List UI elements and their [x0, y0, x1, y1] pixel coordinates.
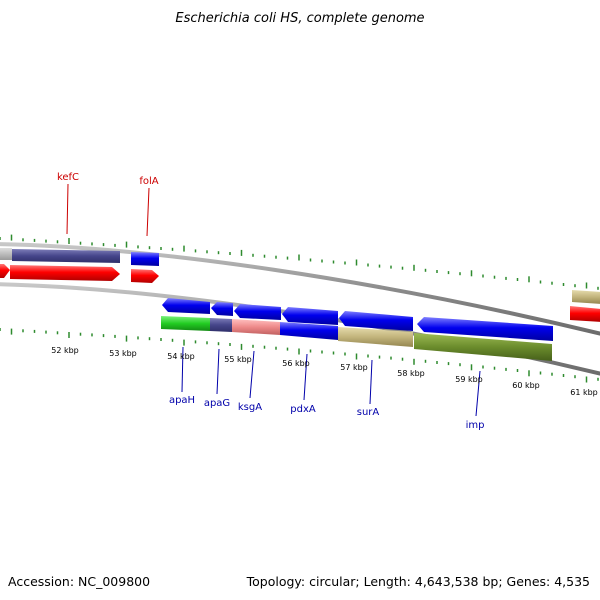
feature-grey-strip: [0, 248, 12, 260]
scale-labels: 52 kbp 53 kbp 54 kbp 55 kbp 56 kbp 57 kb…: [51, 346, 598, 397]
gene-label-kefC[interactable]: kefC: [57, 172, 79, 183]
feature-surA-cds[interactable]: [339, 311, 413, 331]
feature-ksgA-cds[interactable]: [234, 304, 281, 320]
genome-summary-text: Topology: circular; Length: 4,643,538 bp…: [246, 574, 590, 589]
feature-pdxA-cds[interactable]: [282, 307, 338, 325]
feature-surA-gene[interactable]: [338, 327, 413, 347]
scale-label: 60 kbp: [512, 381, 540, 390]
feature-apaH-cds[interactable]: [162, 298, 210, 314]
feature-kefC-cds: [12, 249, 120, 263]
feature-apaG-cds[interactable]: [211, 302, 233, 316]
surA-leader: [369, 359, 373, 405]
scale-label: 59 kbp: [455, 375, 483, 384]
scale-label: 53 kbp: [109, 349, 137, 358]
gene-label-imp[interactable]: imp: [466, 420, 485, 431]
imp-leader: [475, 370, 481, 417]
gene-label-folA[interactable]: folA: [139, 176, 158, 187]
forward-features: [0, 248, 600, 322]
apaG-leader: [216, 348, 220, 395]
feature-imp-cds[interactable]: [417, 317, 553, 341]
scale-label: 57 kbp: [340, 363, 368, 372]
folA-leader: [146, 187, 150, 237]
apaH-leader: [181, 346, 184, 393]
gene-label-surA[interactable]: surA: [357, 407, 380, 418]
ksgA-leader: [249, 350, 255, 399]
scale-label: 61 kbp: [570, 388, 598, 397]
scale-label: 52 kbp: [51, 346, 79, 355]
feature-imp-gene[interactable]: [414, 333, 552, 361]
kefC-leader: [66, 183, 69, 235]
gene-label-pdxA[interactable]: pdxA: [290, 404, 316, 415]
accession-text: Accession: NC_009800: [8, 574, 151, 589]
feature-apaH-gene[interactable]: [161, 316, 210, 331]
gene-label-ksgA[interactable]: ksgA: [238, 402, 262, 413]
pdxA-leader: [303, 353, 308, 401]
feature-kefC-gene[interactable]: [0, 264, 10, 278]
feature-kefC-gene-arrow[interactable]: [10, 265, 120, 281]
reverse-features: [161, 298, 553, 361]
feature-folA-cds: [131, 252, 159, 266]
gene-label-apaG[interactable]: apaG: [204, 398, 230, 409]
map-title: Escherichia coli HS, complete genome: [175, 11, 424, 26]
reverse-gene-labels: apaH apaG ksgA pdxA surA imp: [169, 346, 485, 431]
inner-scale-ticks: [0, 328, 599, 383]
feature-folA-gene-arrow[interactable]: [131, 269, 159, 283]
scale-label: 56 kbp: [282, 359, 310, 368]
feature-right-red: [570, 306, 600, 322]
feature-pdxA-gene[interactable]: [280, 322, 338, 340]
feature-ksgA-gene[interactable]: [232, 319, 280, 335]
gene-label-apaH[interactable]: apaH: [169, 395, 195, 406]
feature-apaG-gene[interactable]: [210, 318, 232, 332]
scale-label: 58 kbp: [397, 369, 425, 378]
scale-label: 55 kbp: [224, 355, 252, 364]
forward-gene-labels: kefC folA: [57, 172, 159, 237]
feature-right-tan: [572, 290, 600, 304]
scale-label: 54 kbp: [167, 352, 195, 361]
outer-scale-ticks: [0, 234, 599, 290]
